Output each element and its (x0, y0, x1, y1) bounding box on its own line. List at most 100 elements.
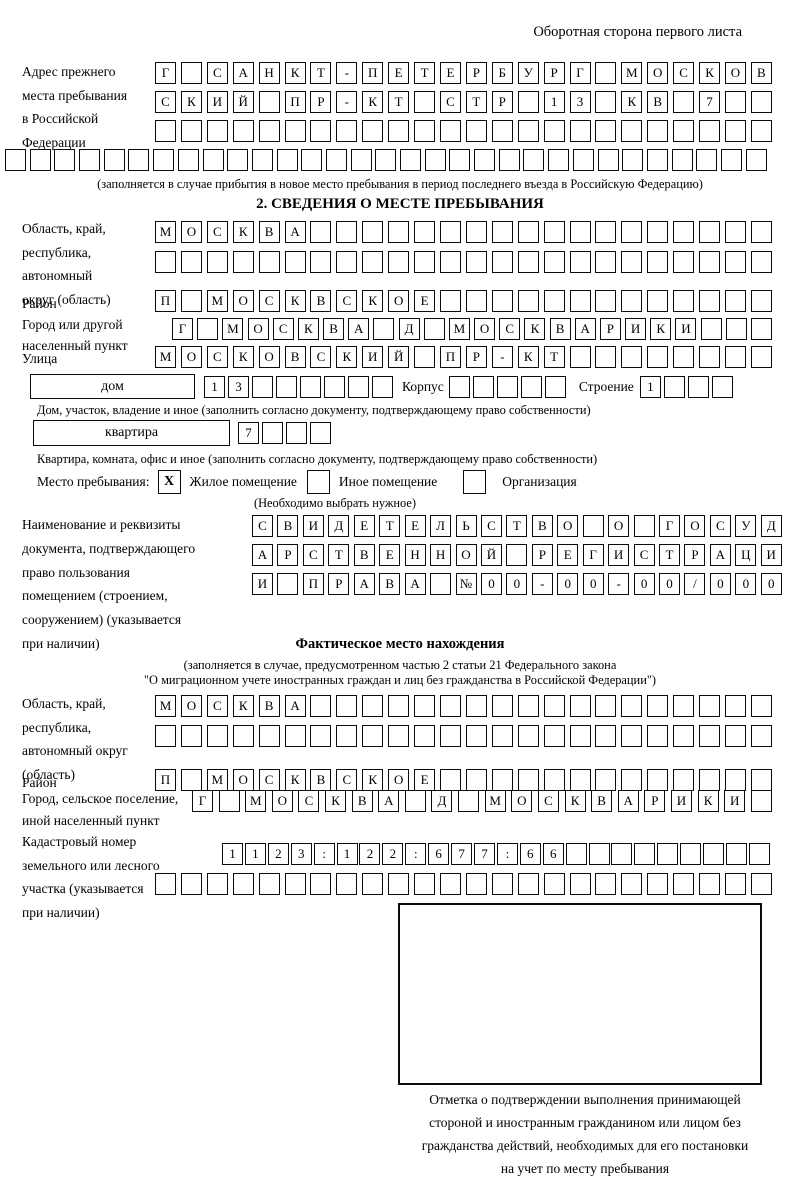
char-cell[interactable]: А (574, 318, 596, 340)
char-cell[interactable] (284, 873, 306, 895)
char-cell[interactable] (336, 873, 358, 895)
char-cell[interactable]: П (284, 91, 306, 113)
char-cell[interactable] (388, 251, 410, 273)
char-cell[interactable] (647, 251, 669, 273)
char-cell[interactable]: 0 (582, 573, 604, 595)
char-cell[interactable] (252, 375, 273, 398)
char-cell[interactable] (621, 725, 643, 747)
char-cell[interactable] (491, 221, 513, 243)
char-cell[interactable]: Г (155, 62, 176, 84)
char-cell[interactable]: В (258, 695, 280, 717)
char-cell[interactable] (703, 843, 725, 865)
char-cell[interactable]: О (557, 515, 579, 537)
char-cell[interactable] (595, 873, 617, 895)
char-cell[interactable]: К (284, 769, 306, 791)
char-cell[interactable]: М (621, 62, 643, 84)
char-cell[interactable]: С (272, 318, 294, 340)
char-cell[interactable]: С (336, 290, 358, 312)
char-cell[interactable]: 2 (267, 843, 289, 865)
char-cell[interactable]: М (222, 318, 244, 340)
char-cell[interactable] (750, 695, 772, 717)
char-cell[interactable] (621, 120, 643, 142)
char-cell[interactable] (414, 120, 436, 142)
char-cell[interactable]: М (206, 290, 228, 312)
char-cell[interactable] (634, 843, 656, 865)
char-cell[interactable] (439, 120, 461, 142)
char-cell[interactable] (700, 318, 722, 340)
char-cell[interactable]: 1 (204, 375, 225, 398)
char-cell[interactable] (375, 149, 397, 171)
char-cell[interactable] (197, 318, 219, 340)
char-cell[interactable]: Т (543, 346, 565, 368)
char-cell[interactable]: М (155, 346, 176, 368)
char-cell[interactable]: С (499, 318, 521, 340)
char-cell[interactable] (388, 120, 410, 142)
char-cell[interactable] (621, 290, 643, 312)
char-cell[interactable] (155, 725, 176, 747)
char-cell[interactable] (517, 725, 539, 747)
char-cell[interactable] (251, 149, 273, 171)
char-cell[interactable] (517, 695, 539, 717)
char-cell[interactable] (506, 544, 528, 566)
char-cell[interactable] (569, 120, 591, 142)
char-cell[interactable]: К (232, 695, 254, 717)
char-cell[interactable] (647, 769, 669, 791)
char-cell[interactable] (748, 843, 770, 865)
char-cell[interactable]: Д (431, 790, 453, 812)
char-cell[interactable] (153, 149, 175, 171)
char-cell[interactable] (491, 873, 513, 895)
char-cell[interactable] (388, 725, 410, 747)
char-cell[interactable]: 0 (659, 573, 680, 595)
char-cell[interactable] (750, 221, 772, 243)
char-cell[interactable]: 6 (519, 843, 541, 865)
char-cell[interactable] (699, 251, 721, 273)
char-cell[interactable]: В (549, 318, 571, 340)
char-cell[interactable]: С (155, 91, 176, 113)
char-cell[interactable]: - (336, 91, 358, 113)
char-cell[interactable] (491, 290, 513, 312)
char-cell[interactable] (699, 725, 721, 747)
char-cell[interactable] (310, 221, 332, 243)
char-cell[interactable]: А (284, 695, 306, 717)
char-cell[interactable]: О (511, 790, 533, 812)
char-cell[interactable] (276, 375, 297, 398)
char-cell[interactable]: С (206, 62, 228, 84)
char-cell[interactable]: 7 (473, 843, 495, 865)
char-cell[interactable] (750, 120, 772, 142)
char-cell[interactable] (595, 62, 617, 84)
char-cell[interactable]: К (699, 62, 721, 84)
char-cell[interactable]: 6 (428, 843, 450, 865)
char-cell[interactable]: - (336, 62, 358, 84)
char-cell[interactable]: С (633, 544, 655, 566)
char-cell[interactable]: С (206, 346, 228, 368)
char-cell[interactable]: К (362, 769, 384, 791)
char-cell[interactable]: И (670, 790, 692, 812)
char-cell[interactable] (724, 290, 746, 312)
char-cell[interactable] (284, 120, 306, 142)
char-cell[interactable] (362, 251, 384, 273)
char-cell[interactable]: О (474, 318, 496, 340)
char-cell[interactable]: В (310, 769, 332, 791)
char-cell[interactable] (595, 695, 617, 717)
char-cell[interactable] (180, 251, 202, 273)
char-cell[interactable]: Р (328, 573, 350, 595)
char-cell[interactable] (565, 843, 587, 865)
char-cell[interactable] (180, 62, 202, 84)
char-cell[interactable] (439, 725, 461, 747)
char-cell[interactable] (491, 695, 513, 717)
char-cell[interactable] (595, 221, 617, 243)
char-cell[interactable] (449, 149, 471, 171)
char-cell[interactable] (458, 790, 480, 812)
char-cell[interactable]: С (258, 769, 280, 791)
char-cell[interactable]: К (284, 290, 306, 312)
char-cell[interactable]: 1 (543, 91, 565, 113)
char-cell[interactable] (362, 725, 384, 747)
char-cell[interactable]: Л (430, 515, 452, 537)
char-cell[interactable]: О (232, 769, 254, 791)
char-cell[interactable] (543, 290, 565, 312)
char-cell[interactable] (310, 725, 332, 747)
char-cell[interactable] (128, 149, 150, 171)
char-cell[interactable]: О (455, 544, 477, 566)
char-cell[interactable] (439, 695, 461, 717)
char-cell[interactable] (362, 873, 384, 895)
